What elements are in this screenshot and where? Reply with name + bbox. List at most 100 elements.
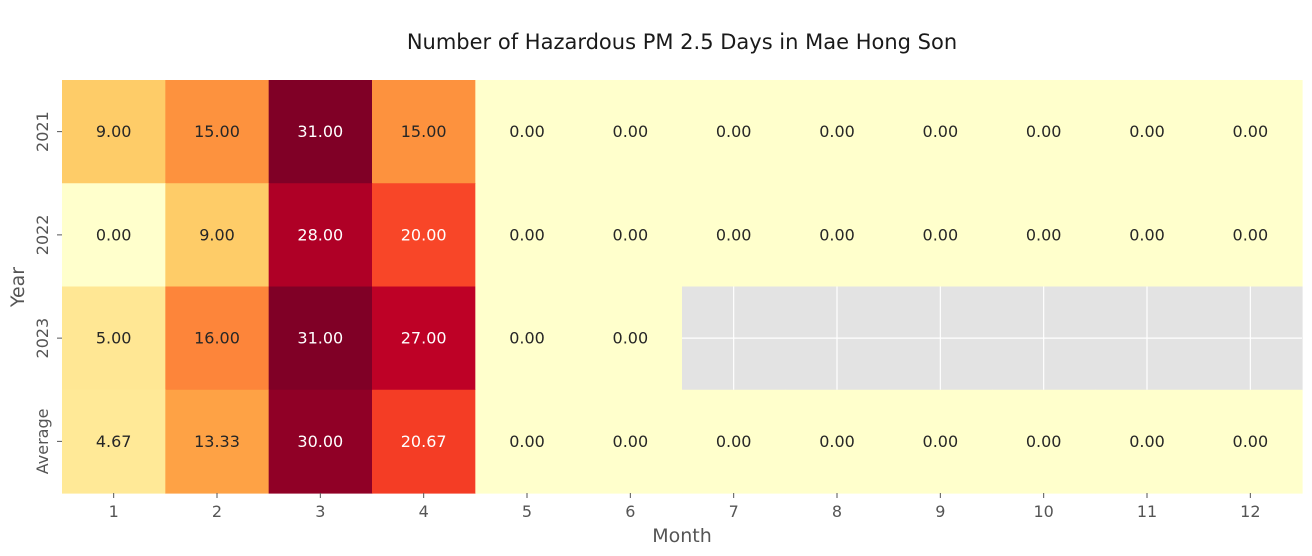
heatmap-cell-label: 0.00: [716, 122, 752, 141]
heatmap-cell-label: 0.00: [96, 225, 132, 244]
heatmap-cell: [785, 183, 890, 288]
heatmap-cell-label: 0.00: [819, 122, 855, 141]
heatmap-cell-label: 31.00: [297, 122, 343, 141]
heatmap-cell: [62, 183, 166, 288]
heatmap-cell-label: 0.00: [613, 432, 649, 451]
heatmap-cell-label: 13.33: [194, 432, 240, 451]
heatmap-cell: [165, 80, 270, 184]
heatmap-cell: [1095, 80, 1200, 184]
y-tick-label: Average: [33, 409, 52, 475]
heatmap-cell: [682, 183, 786, 288]
heatmap-cell: [992, 389, 1096, 494]
heatmap-cell-label: 16.00: [194, 329, 240, 348]
heatmap-cell: [1095, 183, 1200, 288]
x-axis-ticks: 1 2 3 4 5 6 7 8 9 10 11 12: [109, 493, 1261, 521]
heatmap-cell: [268, 286, 373, 391]
heatmap-cell-label: 20.67: [401, 432, 447, 451]
heatmap-cell-label: 30.00: [297, 432, 343, 451]
heatmap-cell-label: 0.00: [1233, 225, 1269, 244]
heatmap-cell: [165, 183, 270, 288]
heatmap-cell: [475, 286, 580, 391]
heatmap-cell: [1198, 183, 1303, 288]
heatmap-cell: [888, 389, 993, 494]
y-axis-label: Year: [7, 267, 29, 308]
x-tick-label: 9: [935, 502, 945, 521]
heatmap-cell-label: 31.00: [297, 329, 343, 348]
heatmap-cell: [578, 389, 683, 494]
x-tick-label: 8: [832, 502, 842, 521]
heatmap-cell: [682, 80, 786, 184]
heatmap-cell-label: 0.00: [716, 432, 752, 451]
heatmap-cell-label: 0.00: [923, 225, 959, 244]
x-tick-label: 7: [729, 502, 739, 521]
heatmap-cell: [62, 389, 166, 494]
heatmap-cell: [578, 80, 683, 184]
x-tick-label: 3: [315, 502, 325, 521]
heatmap-cell-label: 0.00: [923, 122, 959, 141]
x-tick-label: 2: [212, 502, 222, 521]
heatmap-cell: [578, 183, 683, 288]
heatmap-cell: [372, 389, 476, 494]
x-tick-label: 1: [109, 502, 119, 521]
heatmap-cell: [372, 80, 476, 184]
heatmap-cell-label: 9.00: [96, 122, 132, 141]
heatmap-cell-label: 0.00: [509, 329, 545, 348]
x-tick-label: 12: [1240, 502, 1260, 521]
y-tick-label: 2021: [33, 111, 52, 152]
missing-grid-lines: [682, 286, 1302, 390]
heatmap-cell: [475, 80, 580, 184]
heatmap-cell-label: 0.00: [1026, 225, 1062, 244]
heatmap-cell-label: 15.00: [194, 122, 240, 141]
heatmap-cell: [992, 80, 1096, 184]
heatmap-cell-label: 15.00: [401, 122, 447, 141]
x-tick-label: 5: [522, 502, 532, 521]
heatmap-cell-label: 0.00: [819, 225, 855, 244]
heatmap-cell: [1095, 389, 1200, 494]
heatmap-cell: [372, 183, 476, 288]
heatmap-cell: [785, 80, 890, 184]
heatmap-cell: [475, 389, 580, 494]
x-tick-label: 11: [1137, 502, 1157, 521]
heatmap-cell: [578, 286, 683, 391]
heatmap-cell-label: 0.00: [613, 225, 649, 244]
heatmap-cell-label: 0.00: [1026, 122, 1062, 141]
heatmap-cell-label: 0.00: [509, 122, 545, 141]
y-axis-ticks: 2021 2022 2023 Average: [33, 111, 62, 474]
heatmap-cell: [475, 183, 580, 288]
heatmap-cell-labels: 9.00 15.00 31.00 15.00 0.00 0.00 0.00 0.00 0.00 0…: [96, 122, 1268, 451]
heatmap-cell-label: 28.00: [297, 225, 343, 244]
heatmap-cell: [1198, 389, 1303, 494]
heatmap-cell-label: 0.00: [509, 225, 545, 244]
heatmap-cell-label: 0.00: [1129, 432, 1165, 451]
heatmap-cell: [268, 183, 373, 288]
heatmap-cells: [62, 80, 1303, 494]
heatmap-cell: [165, 389, 270, 494]
heatmap-cell-label: 0.00: [509, 432, 545, 451]
heatmap-cell-label: 0.00: [1129, 225, 1165, 244]
y-tick-label: 2023: [33, 318, 52, 359]
heatmap-cell: [1198, 80, 1303, 184]
heatmap-cell-label: 0.00: [1026, 432, 1062, 451]
heatmap-cell-label: 0.00: [716, 225, 752, 244]
x-tick-label: 10: [1033, 502, 1053, 521]
heatmap-cell-label: 9.00: [199, 225, 235, 244]
heatmap-cell-label: 0.00: [1233, 122, 1269, 141]
heatmap-cell-label: 0.00: [819, 432, 855, 451]
heatmap-cell-label: 5.00: [96, 329, 132, 348]
x-tick-label: 6: [625, 502, 635, 521]
heatmap-cell: [888, 183, 993, 288]
x-tick-label: 4: [419, 502, 429, 521]
heatmap-cell: [785, 389, 890, 494]
heatmap-cell-label: 0.00: [923, 432, 959, 451]
heatmap-cell: [372, 286, 476, 391]
heatmap-cell: [888, 80, 993, 184]
heatmap-cell: [268, 389, 373, 494]
heatmap-cell-label: 27.00: [401, 329, 447, 348]
y-tick-label: 2022: [33, 215, 52, 256]
heatmap-cell: [62, 286, 166, 391]
chart-title: Number of Hazardous PM 2.5 Days in Mae H…: [407, 30, 957, 54]
heatmap-cell: [268, 80, 373, 184]
heatmap-cell-label: 0.00: [613, 329, 649, 348]
heatmap-cell-label: 0.00: [1233, 432, 1269, 451]
